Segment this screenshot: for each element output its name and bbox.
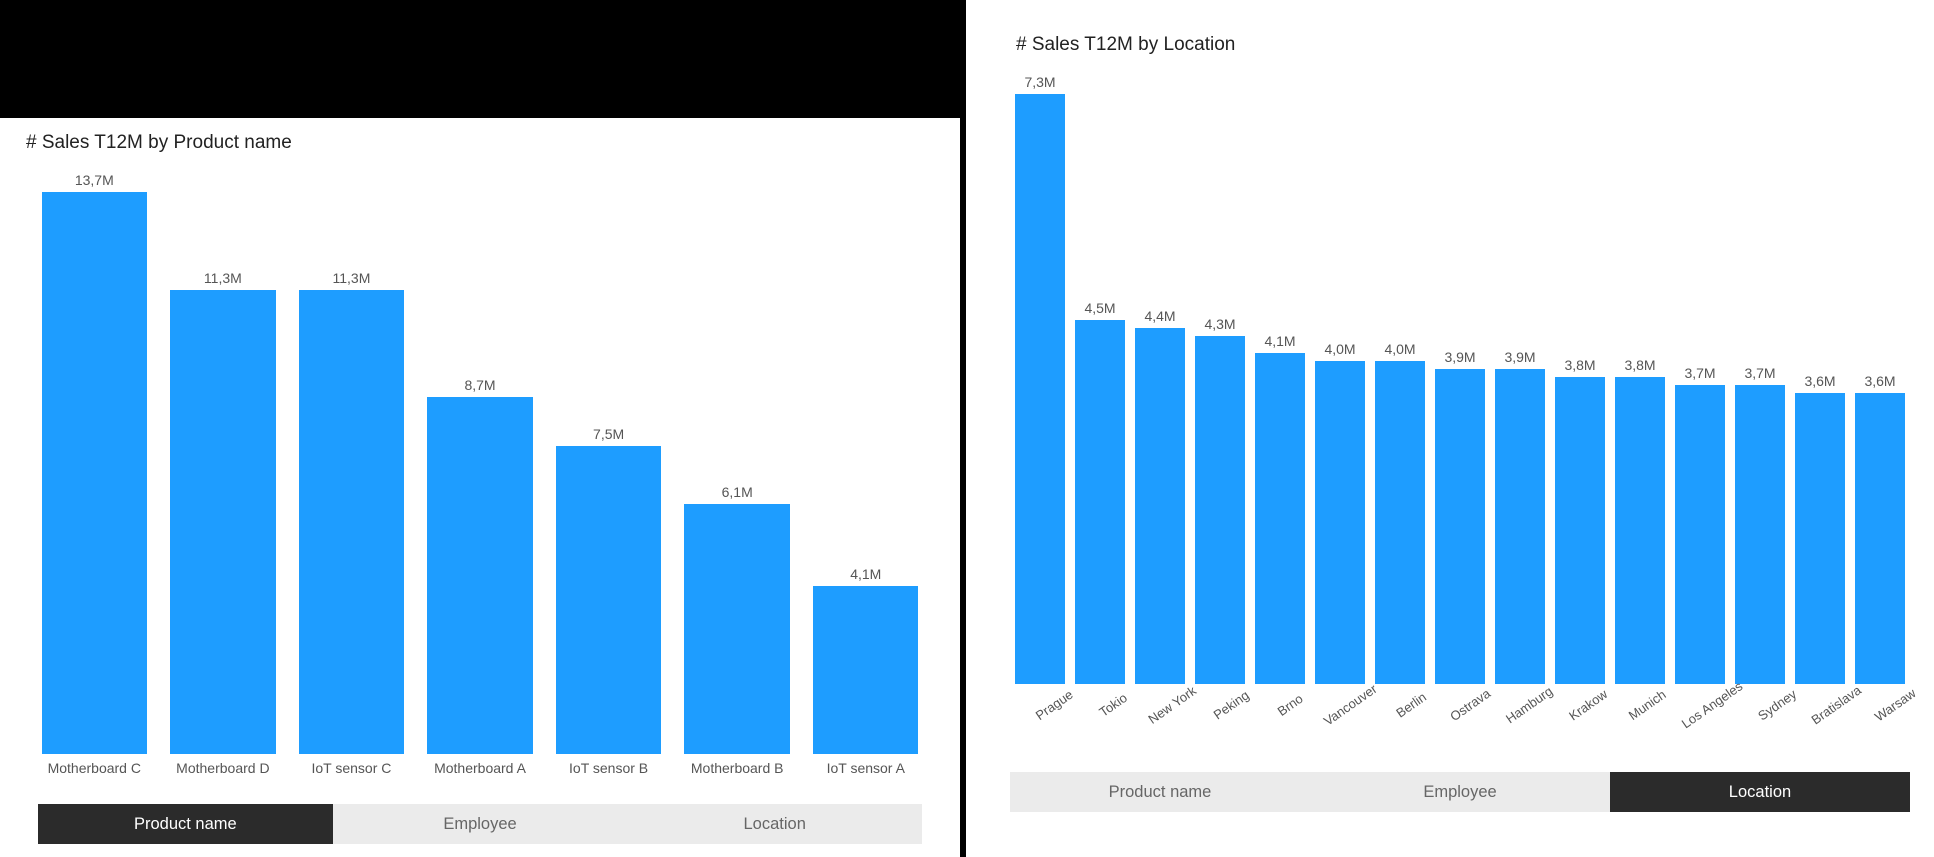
bar-value-label: 8,7M bbox=[464, 377, 495, 393]
bar[interactable] bbox=[1435, 369, 1484, 684]
bar-col: 7,3M bbox=[1010, 74, 1070, 684]
bar-value-label: 3,9M bbox=[1444, 349, 1475, 365]
bar[interactable] bbox=[1315, 361, 1364, 684]
bar[interactable] bbox=[1135, 328, 1184, 684]
bar[interactable] bbox=[427, 397, 532, 754]
bar-value-label: 4,0M bbox=[1384, 341, 1415, 357]
left-tab-row: Product nameEmployeeLocation bbox=[38, 804, 922, 844]
bar-value-label: 3,8M bbox=[1624, 357, 1655, 373]
right-category-labels: PragueTokioNew YorkPekingBrnoVancouverBe… bbox=[1010, 684, 1910, 744]
bar-col: 4,5M bbox=[1070, 300, 1130, 684]
bar-value-label: 3,6M bbox=[1804, 373, 1835, 389]
bar-col: 3,7M bbox=[1670, 365, 1730, 684]
bar-value-label: 4,0M bbox=[1324, 341, 1355, 357]
right-chart-title: # Sales T12M by Location bbox=[1010, 20, 1910, 64]
bar-value-label: 13,7M bbox=[75, 172, 114, 188]
left-chart-area: 13,7M 11,3M 11,3M 8,7M 7,5M 6,1M 4,1M bbox=[20, 162, 940, 754]
bar[interactable] bbox=[299, 290, 404, 754]
bar[interactable] bbox=[42, 192, 147, 754]
bar-col: 6,1M bbox=[673, 484, 802, 754]
bar-value-label: 11,3M bbox=[204, 270, 242, 286]
tab-product-name[interactable]: Product name bbox=[1010, 772, 1310, 812]
left-bars-row: 13,7M 11,3M 11,3M 8,7M 7,5M 6,1M 4,1M bbox=[20, 162, 940, 754]
bar-value-label: 11,3M bbox=[333, 270, 371, 286]
tab-product-name[interactable]: Product name bbox=[38, 804, 333, 844]
bar-col: 11,3M bbox=[159, 270, 288, 754]
bar-col: 11,3M bbox=[287, 270, 416, 754]
bar-value-label: 3,7M bbox=[1684, 365, 1715, 381]
category-label: Motherboard D bbox=[159, 760, 288, 776]
bar-value-label: 3,8M bbox=[1564, 357, 1595, 373]
tab-location[interactable]: Location bbox=[627, 804, 922, 844]
bar-value-label: 4,4M bbox=[1144, 308, 1175, 324]
right-chart-area: 7,3M 4,5M 4,4M 4,3M 4,1M 4,0M 4,0M 3,9M 3,9M 3,8M… bbox=[1010, 64, 1910, 684]
category-label: IoT sensor B bbox=[544, 760, 673, 776]
left-panel: # Sales T12M by Product name 13,7M11,3M1… bbox=[0, 118, 960, 857]
bar-col: 4,0M bbox=[1310, 341, 1370, 684]
bar-col: 3,9M bbox=[1430, 349, 1490, 684]
bar-col: 4,1M bbox=[1250, 333, 1310, 684]
right-tab-row: Product nameEmployeeLocation bbox=[1010, 772, 1910, 812]
tab-employee[interactable]: Employee bbox=[333, 804, 628, 844]
bar-col: 4,4M bbox=[1130, 308, 1190, 684]
bar[interactable] bbox=[1495, 369, 1544, 684]
bar[interactable] bbox=[1195, 336, 1244, 684]
bar[interactable] bbox=[1015, 94, 1064, 684]
bar[interactable] bbox=[1555, 377, 1604, 684]
bar-value-label: 4,5M bbox=[1084, 300, 1115, 316]
bar[interactable] bbox=[1615, 377, 1664, 684]
bar-col: 3,6M bbox=[1850, 373, 1910, 684]
bar-col: 3,7M bbox=[1730, 365, 1790, 684]
bar[interactable] bbox=[1255, 353, 1304, 684]
bar-value-label: 4,3M bbox=[1204, 316, 1235, 332]
bar-col: 13,7M bbox=[30, 172, 159, 754]
bar[interactable] bbox=[684, 504, 789, 754]
left-chart-title: # Sales T12M by Product name bbox=[0, 118, 960, 162]
bar[interactable] bbox=[1675, 385, 1724, 684]
bar-value-label: 7,5M bbox=[593, 426, 624, 442]
category-label: IoT sensor A bbox=[801, 760, 930, 776]
tab-location[interactable]: Location bbox=[1610, 772, 1910, 812]
bar[interactable] bbox=[170, 290, 275, 754]
category-label: Motherboard A bbox=[416, 760, 545, 776]
bar[interactable] bbox=[556, 446, 661, 754]
bar[interactable] bbox=[1855, 393, 1904, 684]
bar[interactable] bbox=[1075, 320, 1124, 684]
bar[interactable] bbox=[1375, 361, 1424, 684]
bar-col: 3,6M bbox=[1790, 373, 1850, 684]
workspace: # Sales T12M by Product name 13,7M11,3M1… bbox=[0, 0, 1934, 857]
category-label: Motherboard C bbox=[30, 760, 159, 776]
bar-col: 8,7M bbox=[416, 377, 545, 754]
bar[interactable] bbox=[813, 586, 918, 754]
category-label: IoT sensor C bbox=[287, 760, 416, 776]
tab-employee[interactable]: Employee bbox=[1310, 772, 1610, 812]
bar-col: 7,5M bbox=[544, 426, 673, 754]
bar-value-label: 4,1M bbox=[1264, 333, 1295, 349]
right-panel: # Sales T12M by Location 7,3M 4,5M 4,4M 4,3… bbox=[1010, 20, 1910, 840]
bar[interactable] bbox=[1795, 393, 1844, 684]
bar-value-label: 3,7M bbox=[1744, 365, 1775, 381]
right-bars-row: 7,3M 4,5M 4,4M 4,3M 4,1M 4,0M 4,0M 3,9M 3,9M 3,8M… bbox=[1010, 64, 1910, 684]
bar-value-label: 6,1M bbox=[722, 484, 753, 500]
bar-col: 3,9M bbox=[1490, 349, 1550, 684]
bar-col: 4,1M bbox=[801, 566, 930, 754]
bar[interactable] bbox=[1735, 385, 1784, 684]
bar-col: 3,8M bbox=[1610, 357, 1670, 684]
bar-col: 3,8M bbox=[1550, 357, 1610, 684]
left-category-labels: Motherboard CMotherboard DIoT sensor CMo… bbox=[20, 754, 940, 776]
bar-col: 4,3M bbox=[1190, 316, 1250, 684]
bar-value-label: 4,1M bbox=[850, 566, 881, 582]
bar-col: 4,0M bbox=[1370, 341, 1430, 684]
bar-value-label: 3,6M bbox=[1864, 373, 1895, 389]
category-label: Motherboard B bbox=[673, 760, 802, 776]
bar-value-label: 7,3M bbox=[1024, 74, 1055, 90]
bar-value-label: 3,9M bbox=[1504, 349, 1535, 365]
